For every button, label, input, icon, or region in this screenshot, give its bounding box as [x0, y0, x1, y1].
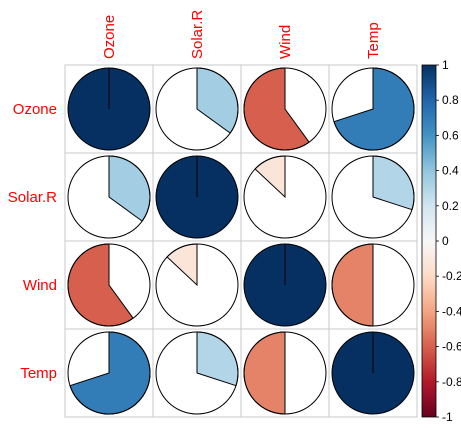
pie-solarr-ozone: [67, 155, 151, 239]
colorbar-tick-label: 0.6: [442, 128, 459, 142]
colorbar: -1 -0.8 -0.6 -0.4 -0.2 0 0.2 0.4 0.6 0.8 1: [421, 58, 461, 424]
colorbar-tick-label: -0.6: [442, 340, 461, 354]
colorbar-tick-label: 0.8: [442, 93, 459, 107]
pie-solarr-wind: [243, 155, 327, 239]
column-label: Ozone: [101, 15, 118, 59]
pie-wind-ozone: [67, 243, 151, 327]
labels-layer: Ozone Ozone Solar.R Solar.R Wind Wind Temp Temp: [8, 10, 382, 382]
row-label: Solar.R: [8, 189, 57, 206]
column-label: Solar.R: [189, 10, 206, 59]
pie-ozone-wind: [243, 67, 327, 151]
pie-temp-temp: [331, 331, 415, 415]
cells-layer: [67, 67, 415, 415]
row-label: Wind: [23, 277, 57, 294]
pie-solarr-solarr: [155, 155, 239, 239]
colorbar-tick-label: -0.4: [442, 304, 461, 318]
colorbar-tick-label: 1: [442, 58, 449, 72]
pie-wind-solarr: [155, 243, 239, 327]
grid-layer: [64, 64, 418, 418]
pie-solarr-temp: [331, 155, 415, 239]
pie-temp-ozone: [67, 331, 151, 415]
colorbar-tick-label: -0.2: [442, 269, 461, 283]
row-label: Ozone: [13, 101, 57, 118]
colorbar-tick-label: -1: [442, 410, 453, 424]
grid-cell: [328, 328, 418, 418]
colorbar-tick-label: 0.4: [442, 164, 459, 178]
column-label: Wind: [277, 25, 294, 59]
pie-temp-wind: [243, 331, 327, 415]
column-label: Temp: [365, 22, 382, 59]
colorbar-tick-label: 0: [442, 234, 449, 248]
row-label: Temp: [20, 365, 57, 382]
pie-temp-solarr: [155, 331, 239, 415]
colorbar-tick-label: -0.8: [442, 375, 461, 389]
pie-ozone-solarr: [155, 67, 239, 151]
pie-wind-temp: [331, 243, 415, 327]
colorbar-gradient: [421, 64, 437, 418]
pie-ozone-ozone: [67, 67, 151, 151]
pie-wind-wind: [243, 243, 327, 327]
colorbar-tick-label: 0.2: [442, 199, 459, 213]
pie-ozone-temp: [331, 67, 415, 151]
